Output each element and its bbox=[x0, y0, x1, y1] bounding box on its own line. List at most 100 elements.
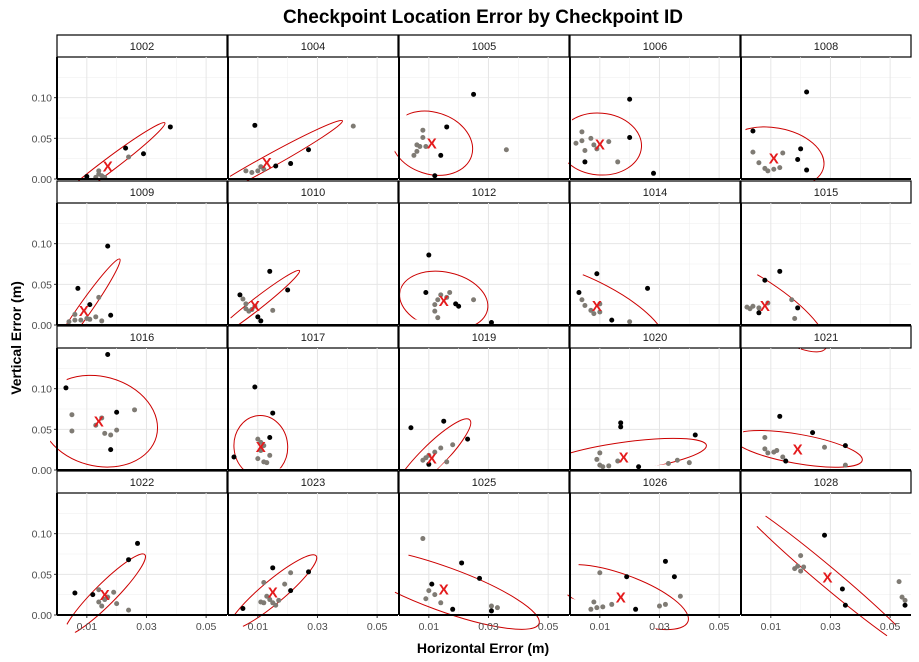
facet-panel-1025: 1025 X 0.01 0.03 0.05 bbox=[392, 470, 570, 633]
data-point-grey bbox=[798, 568, 804, 574]
data-point-black bbox=[798, 146, 804, 152]
data-point-grey bbox=[411, 152, 417, 158]
data-point-grey bbox=[111, 589, 117, 595]
data-point-black bbox=[140, 151, 146, 157]
data-point-grey bbox=[273, 602, 279, 608]
data-point-black bbox=[423, 289, 429, 295]
data-point-black bbox=[692, 432, 698, 438]
y-tick-label: 0.00 bbox=[32, 465, 53, 477]
data-point-black bbox=[459, 560, 465, 566]
facet-strip bbox=[569, 325, 741, 349]
facet-strip bbox=[569, 34, 741, 58]
data-point-grey bbox=[594, 146, 600, 152]
data-point-grey bbox=[606, 139, 612, 145]
facet-panel-1015: 1015 X bbox=[734, 180, 912, 353]
facet-panel-1014: 1014 X bbox=[563, 180, 741, 346]
x-axis-label: Horizontal Error (m) bbox=[417, 640, 549, 656]
data-point-grey bbox=[270, 307, 276, 313]
data-point-black bbox=[255, 314, 261, 320]
data-point-grey bbox=[420, 135, 426, 141]
data-point-grey bbox=[423, 596, 429, 602]
data-point-grey bbox=[588, 307, 594, 313]
data-point-grey bbox=[438, 600, 444, 606]
data-point-grey bbox=[438, 445, 444, 451]
data-point-grey bbox=[69, 428, 75, 434]
confidence-ellipse bbox=[190, 119, 343, 196]
facet-strip-label: 1010 bbox=[301, 187, 325, 199]
data-point-grey bbox=[243, 301, 249, 307]
data-point-black bbox=[408, 425, 414, 431]
data-point-grey bbox=[426, 452, 432, 458]
data-point-grey bbox=[69, 412, 75, 418]
data-point-grey bbox=[765, 300, 771, 306]
data-point-grey bbox=[780, 454, 786, 460]
data-point-grey bbox=[423, 143, 429, 149]
data-point-grey bbox=[132, 407, 138, 413]
data-point-black bbox=[627, 135, 633, 141]
data-point-black bbox=[429, 581, 435, 587]
facet-panel-1008: 1008 X bbox=[737, 34, 912, 190]
confidence-ellipse bbox=[392, 548, 540, 630]
facet-panel-1023: 1023 X 0.01 0.03 0.05 bbox=[227, 470, 399, 633]
data-point-grey bbox=[432, 302, 438, 308]
data-point-black bbox=[902, 602, 908, 608]
facet-strip-label: 1017 bbox=[301, 332, 325, 344]
facet-strip bbox=[398, 470, 570, 494]
centroid-marker: X bbox=[103, 158, 113, 175]
centroid-marker: X bbox=[427, 136, 437, 153]
data-point-grey bbox=[600, 464, 606, 470]
centroid-marker: X bbox=[793, 441, 803, 458]
data-point-black bbox=[671, 574, 677, 580]
data-point-grey bbox=[494, 605, 500, 611]
centroid-marker: X bbox=[619, 449, 629, 466]
data-point-black bbox=[267, 268, 273, 274]
x-tick-label: 0.05 bbox=[709, 621, 730, 633]
data-point-black bbox=[75, 285, 81, 291]
data-point-grey bbox=[582, 148, 588, 154]
data-point-grey bbox=[765, 168, 771, 174]
y-tick-label: 0.05 bbox=[32, 569, 53, 581]
data-point-black bbox=[306, 147, 312, 153]
data-point-grey bbox=[99, 318, 105, 324]
data-point-black bbox=[594, 271, 600, 277]
data-point-black bbox=[273, 163, 279, 169]
facet-panel-1004: 1004 X bbox=[190, 34, 399, 196]
facet-panel-1012: 1012 X bbox=[398, 180, 570, 331]
data-point-black bbox=[822, 532, 828, 538]
data-point-grey bbox=[258, 439, 264, 445]
data-point-grey bbox=[243, 168, 249, 174]
data-point-grey bbox=[771, 166, 777, 172]
data-point-grey bbox=[656, 603, 662, 609]
centroid-marker: X bbox=[256, 439, 266, 456]
facet-strip-label: 1012 bbox=[472, 187, 496, 199]
data-point-grey bbox=[579, 138, 585, 144]
y-axis-label: Vertical Error (m) bbox=[8, 281, 24, 395]
facet-strip bbox=[227, 470, 399, 494]
data-point-grey bbox=[255, 168, 261, 174]
data-point-grey bbox=[899, 594, 905, 600]
y-tick-label: 0.10 bbox=[32, 239, 53, 251]
x-tick-label: 0.05 bbox=[196, 621, 217, 633]
facet-strip bbox=[227, 325, 399, 349]
data-point-black bbox=[627, 96, 633, 102]
facet-panel-1017: 1017 X bbox=[227, 325, 399, 473]
data-point-grey bbox=[255, 456, 261, 462]
data-point-black bbox=[488, 320, 494, 326]
confidence-ellipse bbox=[209, 269, 301, 338]
facet-strip-label: 1008 bbox=[814, 41, 838, 53]
data-point-grey bbox=[597, 450, 603, 456]
data-point-grey bbox=[108, 432, 114, 438]
facet-panel-1019: 1019 X bbox=[392, 325, 570, 490]
data-point-black bbox=[609, 317, 615, 323]
data-point-grey bbox=[72, 317, 78, 323]
facet-panel-1005: 1005 X bbox=[390, 34, 570, 180]
data-point-black bbox=[240, 605, 246, 611]
facet-panel-1026: 1026 X 0.01 0.03 0.05 bbox=[566, 470, 741, 633]
data-point-black bbox=[63, 385, 69, 391]
data-point-grey bbox=[114, 601, 120, 607]
y-tick-label: 0.10 bbox=[32, 384, 53, 396]
confidence-ellipse bbox=[49, 122, 166, 207]
facet-strip-label: 1025 bbox=[472, 477, 496, 489]
data-point-grey bbox=[420, 127, 426, 133]
